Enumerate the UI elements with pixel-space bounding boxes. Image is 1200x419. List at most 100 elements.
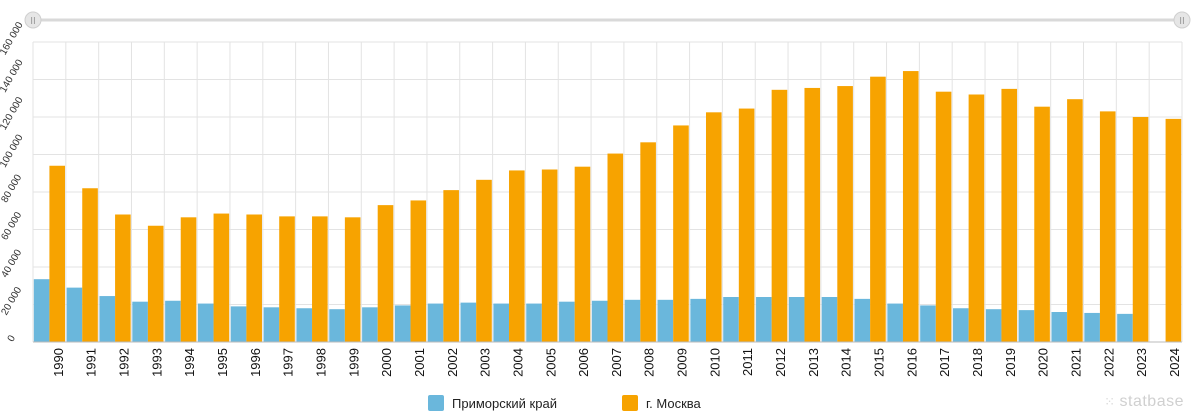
bar-primorsky-1996[interactable] — [230, 306, 247, 342]
bar-primorsky-1995[interactable] — [197, 303, 214, 342]
bar-moscow-2018[interactable] — [968, 94, 985, 343]
x-tick-label: 2012 — [773, 348, 788, 377]
bar-primorsky-1991[interactable] — [66, 287, 83, 342]
x-tick-label: 2005 — [543, 348, 558, 377]
bar-primorsky-2006[interactable] — [559, 301, 575, 342]
bar-moscow-1998[interactable] — [312, 216, 328, 342]
bar-moscow-1990[interactable] — [49, 165, 66, 342]
bar-primorsky-2001[interactable] — [394, 305, 411, 342]
bar-moscow-2011[interactable] — [738, 108, 755, 342]
x-tick-label: 1996 — [248, 348, 263, 377]
x-tick-label: 2008 — [642, 348, 657, 377]
bar-primorsky-2022[interactable] — [1084, 312, 1100, 342]
bar-primorsky-1990[interactable] — [33, 279, 50, 342]
x-tick-label: 2003 — [478, 348, 493, 377]
bar-primorsky-2003[interactable] — [460, 302, 477, 342]
x-tick-label: 2021 — [1069, 348, 1084, 377]
bar-primorsky-2000[interactable] — [362, 307, 378, 342]
legend-item-moscow[interactable]: г. Москва — [622, 392, 701, 414]
bar-moscow-2019[interactable] — [1001, 88, 1018, 342]
bar-primorsky-2009[interactable] — [657, 299, 674, 342]
bar-primorsky-2004[interactable] — [493, 303, 510, 342]
bar-primorsky-2010[interactable] — [690, 298, 706, 342]
bar-moscow-2007[interactable] — [607, 153, 624, 342]
bar-moscow-1991[interactable] — [82, 188, 98, 342]
bar-primorsky-1999[interactable] — [329, 309, 345, 342]
bar-moscow-2003[interactable] — [476, 179, 492, 342]
x-tick-label: 2006 — [576, 348, 591, 377]
bar-moscow-2016[interactable] — [902, 71, 919, 342]
bar-primorsky-2005[interactable] — [526, 303, 542, 342]
bar-moscow-2022[interactable] — [1099, 111, 1116, 342]
bar-moscow-2021[interactable] — [1067, 99, 1083, 342]
bar-moscow-2015[interactable] — [870, 76, 886, 342]
bar-moscow-1997[interactable] — [279, 216, 295, 342]
bar-moscow-2012[interactable] — [771, 89, 788, 342]
legend-swatch-primorsky — [428, 395, 444, 411]
y-tick-label: 160 000 — [0, 20, 26, 57]
bar-moscow-2008[interactable] — [640, 142, 656, 342]
bar-moscow-1993[interactable] — [147, 225, 164, 342]
bar-primorsky-2016[interactable] — [887, 303, 903, 342]
bar-primorsky-2014[interactable] — [821, 297, 838, 342]
bar-moscow-2001[interactable] — [410, 200, 427, 342]
bar-primorsky-2008[interactable] — [624, 299, 641, 342]
bar-primorsky-2011[interactable] — [723, 297, 739, 342]
bar-moscow-2013[interactable] — [804, 87, 821, 342]
bar-moscow-2000[interactable] — [377, 205, 394, 342]
bar-moscow-2017[interactable] — [935, 91, 952, 342]
bar-primorsky-1992[interactable] — [99, 296, 116, 342]
bar-moscow-2014[interactable] — [837, 86, 853, 342]
y-tick-label: 140 000 — [0, 57, 26, 94]
bar-primorsky-2013[interactable] — [788, 297, 805, 342]
y-tick-label: 100 000 — [0, 132, 26, 169]
bar-moscow-2020[interactable] — [1034, 106, 1050, 342]
bar-primorsky-2021[interactable] — [1051, 312, 1068, 342]
bar-primorsky-2018[interactable] — [953, 308, 969, 342]
bar-moscow-1994[interactable] — [180, 217, 197, 342]
y-tick-label: 20 000 — [0, 285, 24, 317]
x-tick-label: 1995 — [215, 348, 230, 377]
bar-moscow-1999[interactable] — [344, 217, 361, 342]
x-tick-label: 2004 — [510, 348, 525, 377]
x-tick-label: 2018 — [970, 348, 985, 377]
bar-moscow-1992[interactable] — [115, 214, 131, 343]
x-tick-label: 1993 — [149, 348, 164, 377]
bar-primorsky-2023[interactable] — [1117, 313, 1133, 342]
x-tick-label: 1999 — [346, 348, 361, 377]
bar-primorsky-2020[interactable] — [1018, 310, 1035, 342]
chart-svg: II II 0 20 000 40 000 60 000 80 000 100 000120 … — [0, 11, 1191, 377]
x-tick-label: 2007 — [609, 348, 624, 377]
bar-moscow-2024[interactable] — [1165, 118, 1182, 342]
bar-moscow-2006[interactable] — [574, 166, 591, 342]
bar-primorsky-2002[interactable] — [427, 303, 444, 342]
bar-moscow-2005[interactable] — [541, 169, 558, 343]
x-tick-label: 1990 — [51, 348, 66, 377]
legend-item-primorsky[interactable]: Приморский край — [428, 392, 557, 414]
range-handle-right[interactable] — [1173, 11, 1191, 29]
bar-primorsky-2007[interactable] — [591, 300, 608, 342]
bar-primorsky-2017[interactable] — [920, 305, 936, 342]
handle-grip-icon: II — [30, 16, 36, 27]
bar-primorsky-1997[interactable] — [263, 307, 280, 342]
bar-moscow-2010[interactable] — [705, 112, 722, 342]
y-tick-label: 60 000 — [0, 210, 24, 242]
bar-moscow-2002[interactable] — [443, 190, 459, 342]
x-tick-label: 2024 — [1167, 348, 1182, 377]
bar-primorsky-2012[interactable] — [756, 297, 772, 342]
bar-moscow-1996[interactable] — [246, 214, 262, 343]
bar-moscow-2004[interactable] — [509, 170, 525, 342]
bar-primorsky-2019[interactable] — [985, 309, 1002, 342]
bar-moscow-2023[interactable] — [1132, 117, 1149, 342]
bar-primorsky-1998[interactable] — [296, 308, 313, 342]
x-tick-label: 2011 — [740, 348, 755, 376]
x-tick-label: 2013 — [806, 348, 821, 377]
bar-moscow-2009[interactable] — [673, 125, 689, 342]
bar-primorsky-1993[interactable] — [132, 301, 148, 342]
bar-moscow-1995[interactable] — [213, 213, 230, 342]
bar-primorsky-1994[interactable] — [165, 300, 181, 342]
bar-primorsky-2015[interactable] — [854, 298, 871, 342]
range-handle-left[interactable] — [24, 11, 42, 29]
x-tick-label: 2015 — [872, 348, 887, 377]
